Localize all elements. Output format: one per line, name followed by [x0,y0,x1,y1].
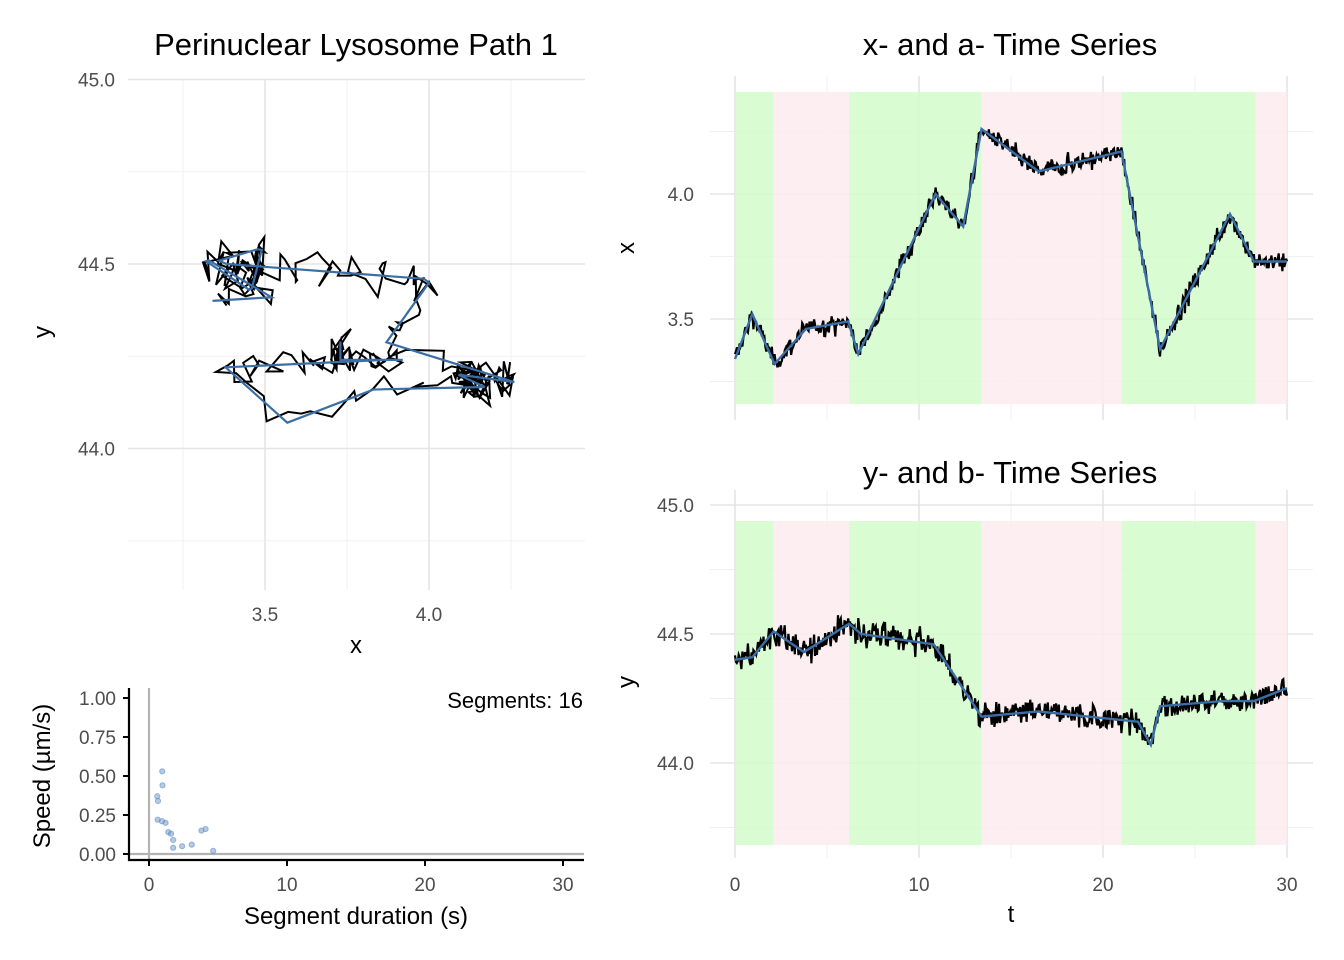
y-series-y-axis-label: y [613,676,640,688]
state-band-pink [1255,92,1287,404]
state-band-pink [981,92,1122,404]
y-tick-label: 3.5 [668,310,694,331]
y-tick-label: 0.50 [79,767,116,788]
segments-annotation: Segments: 16 [447,688,583,713]
speed-point [210,847,217,854]
speed-point [170,836,177,844]
y-tick-label: 0.00 [79,845,116,866]
speed-point [179,843,186,850]
speed-point [162,819,169,826]
y-series-title: y- and b- Time Series [863,455,1158,490]
x-tick-label: 20 [1092,875,1113,896]
state-band-pink [773,521,850,845]
x-tick-label: 10 [276,875,297,896]
speed-point [154,797,162,805]
y-tick-label: 44.5 [657,625,694,646]
path-panel: 3.5 4.0 44.0 44.5 45.0 [78,71,585,626]
x-series-title: x- and a- Time Series [863,27,1158,62]
x-tick-label: 3.5 [252,605,278,626]
state-band-green [849,92,982,404]
speed-point [202,825,209,833]
x-series-y-axis-label: x [613,242,640,254]
speed-panel: 0.00 0.25 0.50 0.75 1.00 0 10 20 30 [79,688,584,896]
x-tick-label: 20 [414,875,435,896]
state-band-green [1121,92,1256,404]
state-band-green [735,521,774,845]
x-tick-label: 4.0 [416,605,442,626]
speed-x-axis-label: Segment duration (s) [244,903,468,930]
x-tick-label: 0 [144,875,155,896]
x-tick-label: 0 [730,875,741,896]
path-title: Perinuclear Lysosome Path 1 [154,27,558,62]
state-band-green [735,92,774,404]
fit-path-line [203,248,515,424]
speed-point [170,844,177,851]
speed-point [159,768,166,775]
x-series-panel: 3.5 4.0 [668,76,1313,420]
state-band-green [1121,521,1256,845]
state-band-pink [981,521,1122,845]
observed-series-line [733,614,1289,745]
speed-y-axis-label: Speed (µm/s) [29,704,56,849]
y-series-panel: 44.0 44.5 45.0 0 10 20 30 [657,490,1313,896]
path-x-axis-label: x [350,632,362,659]
y-tick-label: 45.0 [657,496,694,517]
speed-point [188,841,195,848]
x-tick-label: 30 [552,875,573,896]
observed-path-line [201,233,517,423]
y-tick-label: 4.0 [668,185,694,206]
speed-point [167,830,175,837]
x-tick-label: 10 [908,875,929,896]
x-tick-label: 30 [1276,875,1297,896]
speed-point [159,782,166,789]
y-tick-label: 44.0 [78,440,115,461]
y-tick-label: 1.00 [79,689,116,710]
y-tick-label: 44.0 [657,754,694,775]
y-tick-label: 45.0 [78,71,115,92]
y-tick-label: 0.75 [79,728,116,749]
t-axis-label: t [1008,901,1015,928]
y-tick-label: 44.5 [78,255,115,276]
y-tick-label: 0.25 [79,806,116,827]
path-y-axis-label: y [29,326,56,338]
